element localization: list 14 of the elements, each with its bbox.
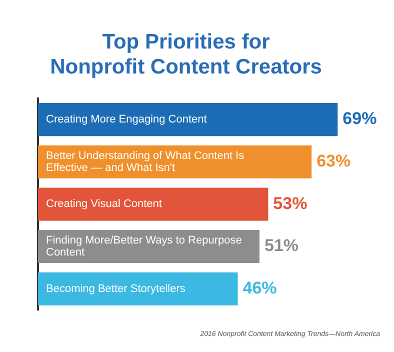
bar bbox=[38, 272, 238, 306]
data-label: 53% bbox=[273, 194, 308, 213]
data-label: 51% bbox=[264, 236, 299, 256]
data-label: 63% bbox=[316, 152, 351, 171]
bar bbox=[38, 103, 338, 136]
y-tick-label: Better Understanding of What Content Is Effective — and What Isn't bbox=[46, 150, 245, 174]
y-tick-label: Finding More/Better Ways to Repurpose Content bbox=[46, 234, 242, 259]
chart-title: Top Priorities for Nonprofit Content Creators bbox=[50, 30, 322, 79]
data-label: 69% bbox=[342, 109, 377, 128]
y-tick-label: Creating More Engaging Content bbox=[46, 114, 207, 126]
y-tick-label: Becoming Better Storytellers bbox=[46, 282, 186, 295]
y-tick-label: Creating Visual Content bbox=[46, 198, 162, 210]
data-label: 46% bbox=[242, 278, 277, 298]
bar bbox=[38, 188, 268, 221]
